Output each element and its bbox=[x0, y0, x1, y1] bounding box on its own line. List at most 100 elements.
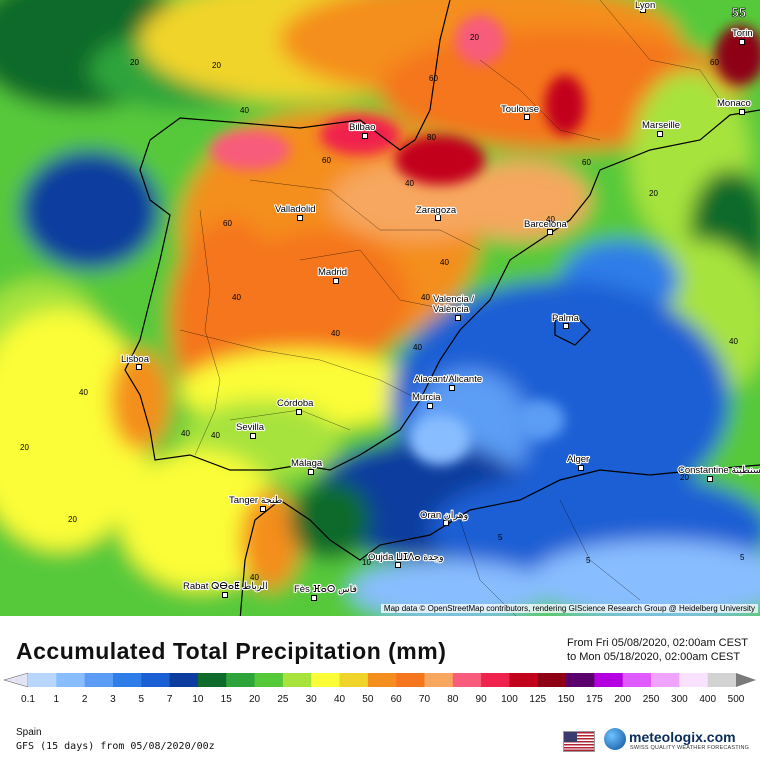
contour-label: 40 bbox=[405, 179, 414, 188]
legend-tick-label: 100 bbox=[501, 694, 518, 705]
legend-tick-label: 1 bbox=[54, 694, 60, 705]
legend-swatch bbox=[452, 673, 482, 687]
legend-tick-label: 60 bbox=[391, 694, 403, 705]
city-marker bbox=[296, 409, 302, 415]
legend-swatch bbox=[481, 673, 510, 687]
globe-icon bbox=[604, 728, 626, 750]
city-marker bbox=[449, 385, 455, 391]
coastlines bbox=[124, 0, 760, 616]
logo-tagline: SWISS QUALITY WEATHER FORECASTING bbox=[630, 745, 750, 751]
legend-tick-label: 30 bbox=[306, 694, 318, 705]
legend-swatch bbox=[622, 673, 652, 687]
legend-tick-label: 15 bbox=[221, 694, 233, 705]
legend-tick-label: 500 bbox=[728, 694, 745, 705]
map-canvas: Lyon Torin Monaco Toulouse Marseille Bilbao Va… bbox=[0, 0, 760, 616]
legend-swatch bbox=[56, 673, 86, 687]
legend-swatch bbox=[339, 673, 369, 687]
city-label: Monaco bbox=[717, 98, 751, 109]
city-marker bbox=[427, 403, 433, 409]
map-badge: 55 bbox=[731, 5, 746, 21]
contour-label: 20 bbox=[680, 473, 689, 482]
city-label: Lyon bbox=[635, 0, 655, 11]
contour-label: 60 bbox=[429, 74, 438, 83]
contour-label: 20 bbox=[20, 443, 29, 452]
legend-swatch bbox=[226, 673, 256, 687]
city-marker bbox=[578, 465, 584, 471]
contour-label: 40 bbox=[240, 106, 249, 115]
contour-label: 60 bbox=[582, 158, 591, 167]
city-label: Córdoba bbox=[277, 398, 314, 409]
city-label: Bilbao bbox=[349, 122, 375, 133]
city-label: Valencia / València bbox=[433, 294, 474, 315]
city-marker bbox=[563, 323, 569, 329]
contour-label: 10 bbox=[362, 558, 371, 567]
contour-label: 5 bbox=[586, 556, 591, 565]
city-marker bbox=[435, 215, 441, 221]
legend-swatch bbox=[84, 673, 114, 687]
city-marker bbox=[308, 469, 314, 475]
region-label: Spain bbox=[16, 727, 42, 738]
legend-tick-label: 5 bbox=[138, 694, 144, 705]
contour-label: 40 bbox=[729, 337, 738, 346]
legend-tick-label: 80 bbox=[447, 694, 459, 705]
city-marker bbox=[260, 506, 266, 512]
legend-tick-label: 175 bbox=[586, 694, 603, 705]
city-marker bbox=[524, 114, 530, 120]
contour-label: 60 bbox=[322, 156, 331, 165]
region-borders bbox=[179, 0, 721, 616]
meteologix-logo[interactable]: meteologix.com SWISS QUALITY WEATHER FOR… bbox=[604, 728, 754, 754]
city-marker bbox=[250, 433, 256, 439]
legend-bar: 0.1 1 2 3 5 7 10 15 20 25 30 40 50 60 70 80 90 100 125 150 1… bbox=[3, 672, 756, 705]
city-marker bbox=[547, 229, 553, 235]
city-label: Torin bbox=[732, 28, 753, 39]
legend-swatch bbox=[424, 673, 454, 687]
city-markers: Lyon Torin Monaco Toulouse Marseille Bilbao Va… bbox=[120, 0, 760, 601]
city-label: Constantine قسنطينة bbox=[678, 465, 760, 476]
legend-swatch bbox=[679, 673, 709, 687]
precipitation-peaks bbox=[210, 15, 760, 465]
city-label: Alacant/Alicante bbox=[414, 374, 482, 385]
contour-label: 60 bbox=[710, 58, 719, 67]
city-marker bbox=[297, 215, 303, 221]
legend-tick-label: 150 bbox=[558, 694, 575, 705]
legend-swatch bbox=[169, 673, 199, 687]
contour-label: 60 bbox=[223, 219, 232, 228]
legend-tick-label: 40 bbox=[334, 694, 346, 705]
map-attribution[interactable]: Map data © OpenStreetMap contributors, r… bbox=[380, 604, 758, 613]
city-label: Barcelona bbox=[524, 219, 567, 230]
precipitation-field bbox=[0, 0, 760, 616]
contour-label: 40 bbox=[421, 293, 430, 302]
city-marker bbox=[707, 476, 713, 482]
city-marker bbox=[739, 39, 745, 45]
legend-tick-label: 70 bbox=[419, 694, 431, 705]
contour-label: 40 bbox=[211, 431, 220, 440]
city-label: Málaga bbox=[291, 458, 323, 469]
legend-swatch bbox=[707, 673, 737, 687]
city-label: Sevilla bbox=[236, 422, 265, 433]
city-label: Palma bbox=[552, 313, 580, 324]
legend-swatch bbox=[311, 673, 341, 687]
legend-tick-label: 50 bbox=[362, 694, 374, 705]
city-marker bbox=[640, 7, 646, 13]
model-run-label: GFS (15 days) from 05/08/2020/00z bbox=[16, 741, 215, 752]
city-marker bbox=[362, 133, 368, 139]
legend-tick-label: 0.1 bbox=[21, 694, 35, 705]
color-legend: 0.1 1 2 3 5 7 10 15 20 25 30 40 50 60 70 80 90 100 125 150 1… bbox=[0, 670, 760, 706]
precipitation-map[interactable]: Lyon Torin Monaco Toulouse Marseille Bilbao Va… bbox=[0, 0, 760, 616]
city-marker bbox=[739, 109, 745, 115]
city-marker bbox=[395, 562, 401, 568]
period-from: From Fri 05/08/2020, 02:00am CEST bbox=[567, 637, 748, 649]
legend-swatch bbox=[141, 673, 171, 687]
legend-swatch bbox=[28, 673, 57, 687]
city-marker bbox=[443, 520, 449, 526]
us-flag-icon[interactable] bbox=[563, 731, 595, 752]
city-label: Fès ⴼⴰⵙ فاس bbox=[294, 584, 357, 595]
contour-label: 40 bbox=[79, 388, 88, 397]
legend-tick-label: 90 bbox=[476, 694, 488, 705]
legend-tick-label: 2 bbox=[82, 694, 88, 705]
legend-tick-label: 20 bbox=[249, 694, 261, 705]
city-label: Rabat ⵕⴱⴰⵟ الرباط bbox=[183, 581, 268, 592]
city-label: Madrid bbox=[318, 267, 347, 278]
legend-swatch bbox=[197, 673, 227, 687]
contour-label: 5 bbox=[498, 533, 503, 542]
